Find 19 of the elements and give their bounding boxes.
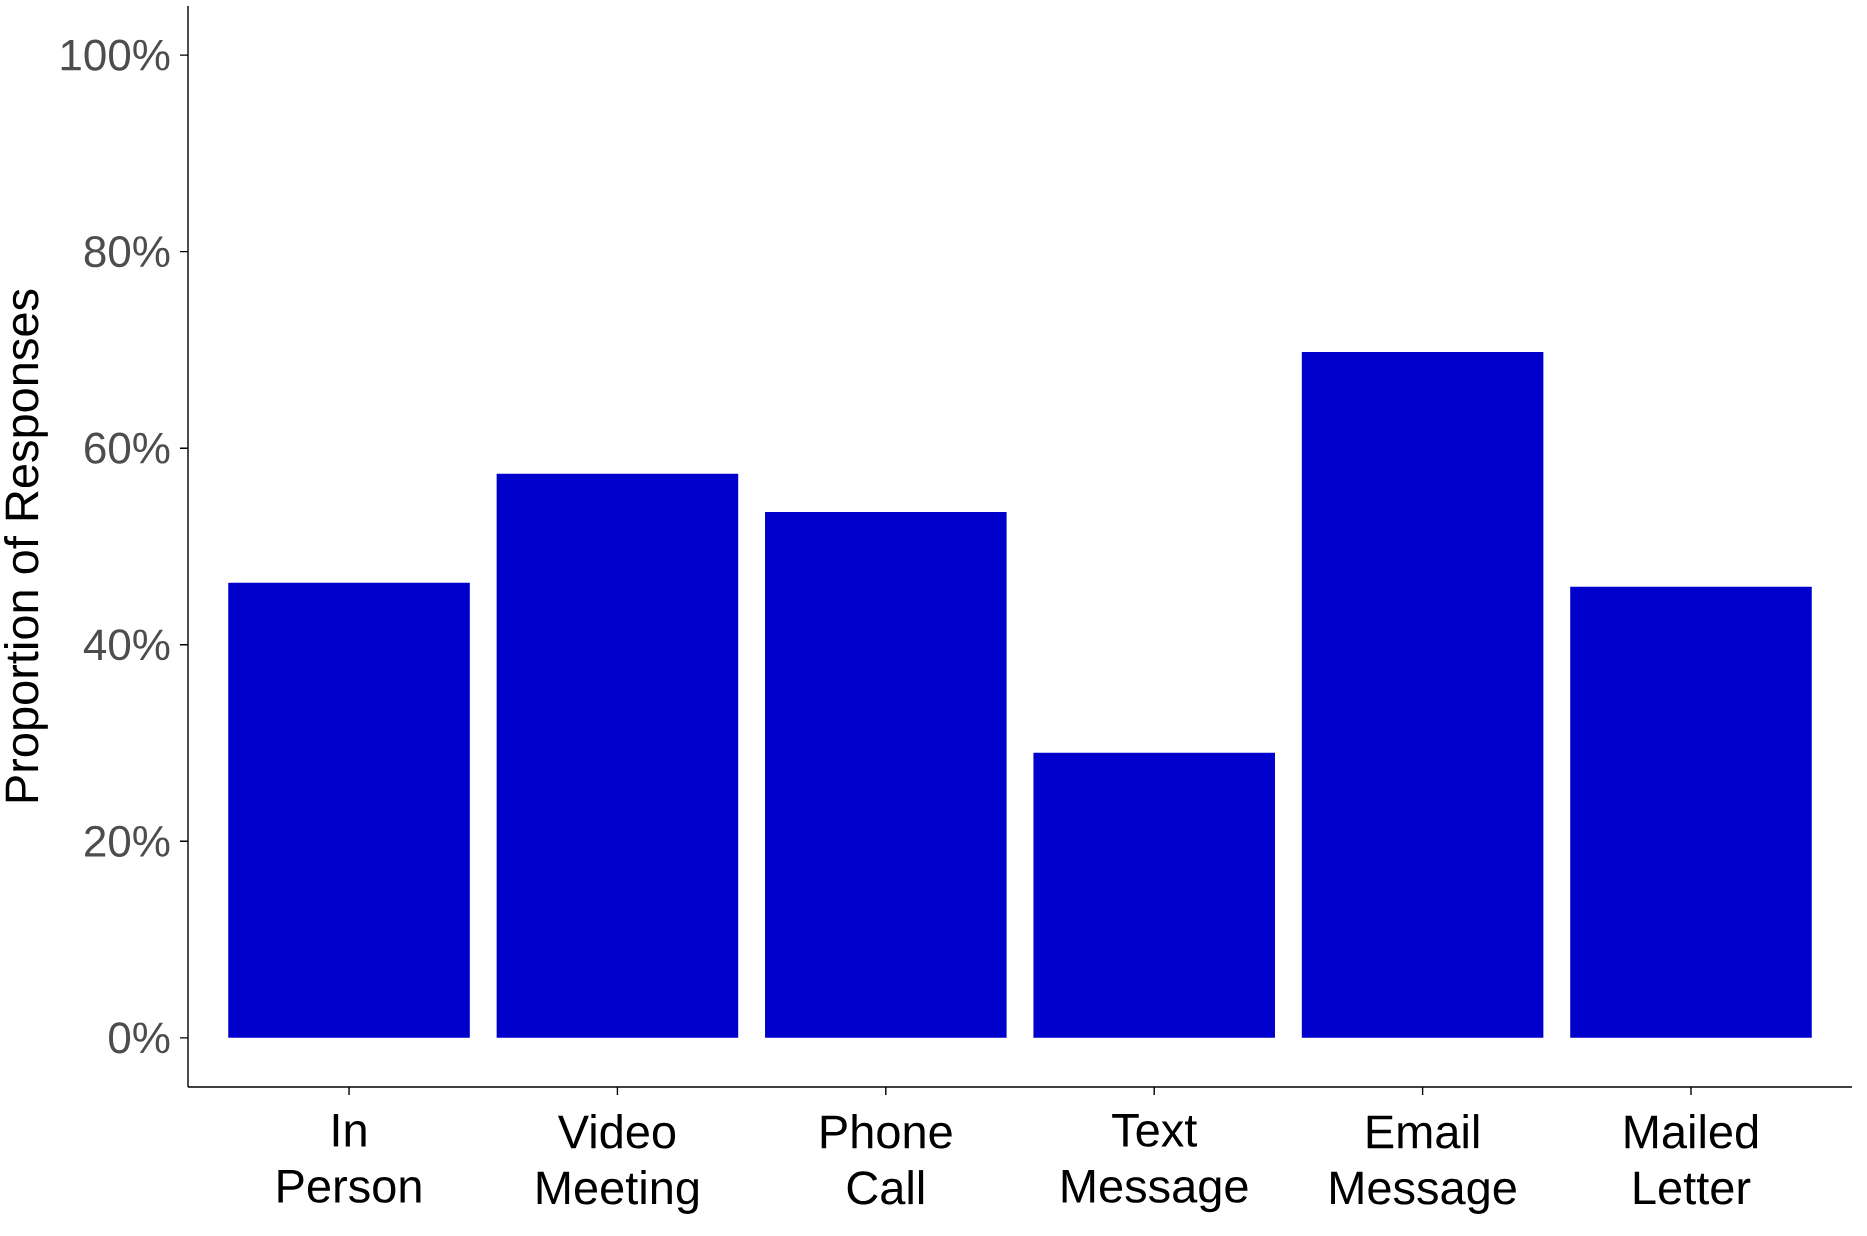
x-tick-label: Text Message bbox=[1062, 1114, 1248, 1213]
x-tick-label: Video Meeting bbox=[537, 1114, 698, 1214]
bar bbox=[765, 512, 1007, 1038]
bar bbox=[1301, 351, 1544, 1038]
y-tick-label: 0% bbox=[109, 1022, 170, 1054]
bar bbox=[496, 473, 739, 1038]
y-axis-title: Proportion of Responses bbox=[4, 289, 48, 802]
bar bbox=[1033, 752, 1275, 1038]
x-tick-label: Email Message bbox=[1331, 1114, 1516, 1214]
x-tick-label: In Person bbox=[278, 1114, 421, 1203]
y-tick-label: 80% bbox=[84, 236, 170, 268]
y-tick-label: 100% bbox=[61, 39, 170, 71]
bar bbox=[228, 582, 470, 1038]
y-tick-label: 40% bbox=[83, 629, 170, 661]
y-tick-label: 20% bbox=[85, 825, 170, 857]
x-tick-label: Mailed Letter bbox=[1625, 1114, 1758, 1205]
y-tick-label: 60% bbox=[85, 432, 170, 464]
bar bbox=[1570, 586, 1812, 1038]
x-tick-label: Phone Call bbox=[821, 1114, 952, 1205]
